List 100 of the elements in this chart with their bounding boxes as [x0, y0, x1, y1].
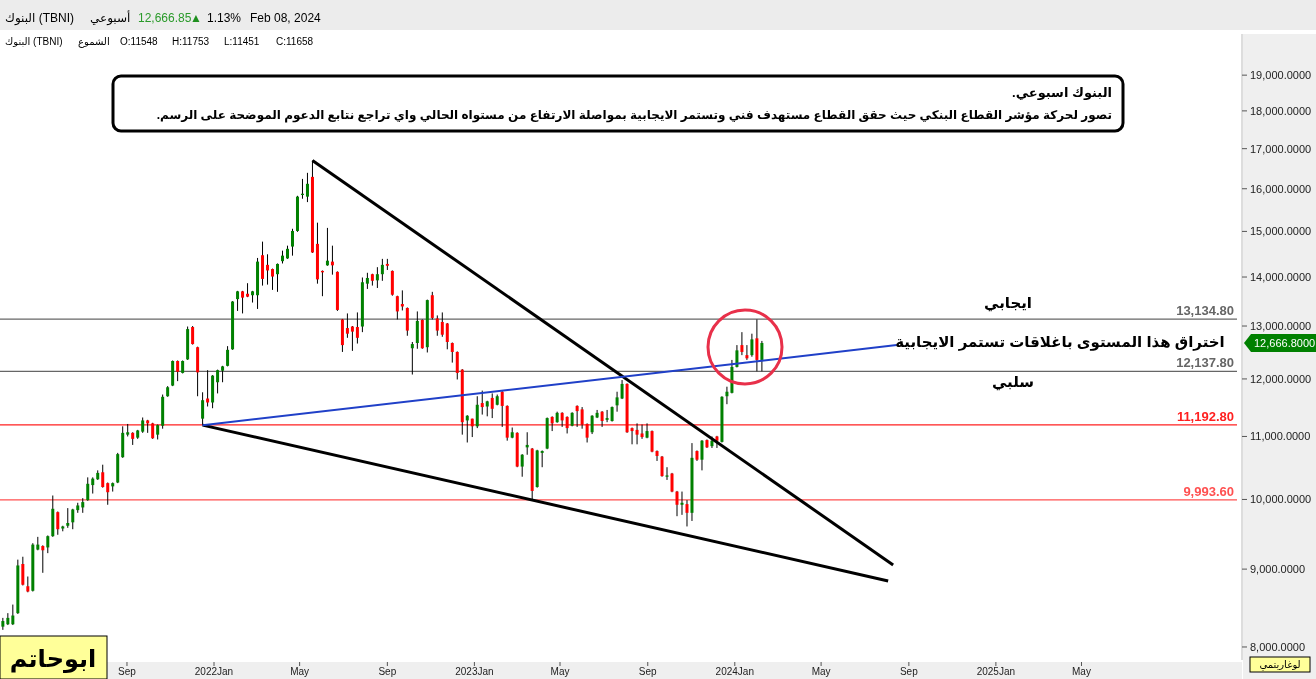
y-tick-label: 15,000.0000 — [1250, 225, 1312, 238]
annotation: الشموع — [78, 36, 110, 48]
x-tick-label: Sep — [118, 666, 137, 677]
y-tick-label: 17,000.0000 — [1250, 142, 1312, 155]
y-tick-label: 14,000.0000 — [1250, 271, 1312, 284]
annotation: L:11451 — [224, 36, 260, 47]
candlestick — [635, 422, 639, 445]
x-tick-label: 2022Jan — [194, 666, 234, 677]
candlestick — [455, 350, 459, 380]
text: البنوك (TBNI) — [5, 11, 74, 26]
y-tick-label: 11,000.0000 — [1250, 430, 1311, 443]
ref-line-label: 9,993.60 — [1183, 483, 1234, 499]
y-tick-label: 8,000.0000 — [1250, 640, 1306, 653]
candlestick — [410, 341, 414, 376]
candlestick — [745, 344, 749, 361]
x-tick-label: 2024Jan — [715, 666, 754, 677]
y-tick-label: 18,000.0000 — [1250, 104, 1312, 117]
candlestick — [405, 306, 409, 337]
candlestick — [585, 422, 589, 443]
candlestick — [380, 258, 384, 282]
annotation: اختراق هذا المستوى باغلاقات تستمر الايجابية — [895, 333, 1225, 351]
candlestick — [261, 241, 265, 287]
candlestick — [290, 228, 294, 257]
candlestick — [276, 262, 280, 293]
candlestick — [630, 427, 634, 445]
candlestick — [430, 291, 434, 320]
annotation: C:11658 — [276, 36, 314, 47]
candlestick — [740, 331, 744, 356]
x-tick-label: 2025Jan — [976, 666, 1016, 677]
y-tick-label: 13,000.0000 — [1250, 320, 1312, 333]
candlestick — [176, 359, 180, 382]
x-tick-label: Sep — [638, 666, 658, 677]
x-tick-label: 2023Jan — [455, 666, 494, 677]
candlestick — [760, 340, 764, 372]
text: لوغاريتمي — [1259, 659, 1301, 671]
candlestick — [21, 556, 25, 586]
annotation: البنوك (TBNI) — [5, 36, 63, 47]
candlestick — [475, 395, 479, 429]
candlestick — [66, 507, 70, 529]
y-tick-label: 19,000.0000 — [1250, 69, 1312, 82]
candlestick — [445, 322, 449, 350]
candlestick — [450, 341, 454, 364]
text: البنوك اسبوعي. — [1012, 85, 1112, 100]
ref-line-label: 13,134.80 — [1176, 303, 1234, 319]
x-tick-label: May — [290, 666, 310, 677]
text: 1.13% — [207, 11, 242, 25]
candlestick — [355, 311, 359, 345]
candlestick — [655, 449, 659, 462]
candlestick — [675, 490, 679, 517]
y-tick-label: 9,000.0000 — [1250, 563, 1306, 576]
candlestick — [86, 476, 90, 502]
x-tick-label: Sep — [899, 666, 919, 677]
x-tick-label: May — [550, 666, 570, 677]
candlestick — [345, 312, 349, 339]
annotation: ايجابي — [983, 294, 1033, 312]
candlestick — [645, 422, 649, 439]
candlestick — [665, 466, 669, 481]
candlestick — [106, 482, 110, 506]
candlestick — [520, 453, 524, 478]
candlestick — [685, 499, 689, 527]
x-tick-label: May — [811, 666, 831, 677]
text: Feb 08, 2024 — [250, 11, 322, 25]
text: تصور لحركة مؤشر القطاع البنكي حيث حقق القطاع مستهدف فني وتستمر الايجابية بمواصلة الارتفاع من مستواه الحالي واي تراجع نتابع الدعوم الموضحة على الرسم. — [156, 108, 1112, 123]
candlestick — [605, 409, 609, 423]
candlestick — [440, 311, 444, 338]
x-tick-label: Sep — [378, 666, 397, 677]
text: 12,666.85 — [138, 11, 192, 25]
candlestick — [750, 333, 754, 358]
candlestick — [615, 391, 619, 413]
annotation: O:11548 — [120, 36, 159, 47]
candlestick — [1, 617, 5, 631]
candlestick — [101, 464, 105, 489]
candlestick — [375, 266, 379, 289]
candlestick — [350, 325, 354, 352]
candlestick — [500, 390, 504, 428]
candlestick — [415, 310, 419, 350]
candlestick — [580, 406, 584, 430]
candlestick — [435, 314, 439, 337]
candlestick — [480, 390, 484, 416]
annotation: ابوحاتم — [9, 645, 97, 673]
candlestick — [640, 424, 644, 440]
text: أسبوعي — [90, 10, 131, 26]
y-tick-label: 12,000.0000 — [1250, 372, 1312, 385]
ref-line-label: 12,137.80 — [1176, 355, 1234, 371]
ref-line-label: 11,192.80 — [1176, 408, 1234, 424]
candlestick — [560, 411, 564, 428]
x-tick-label: May — [1072, 666, 1091, 677]
candlestick — [390, 269, 394, 297]
candlestick — [191, 325, 195, 346]
candlestick — [11, 604, 15, 626]
candlestick — [590, 414, 594, 435]
candlestick — [755, 318, 759, 372]
candlestick — [41, 544, 45, 574]
candlestick — [305, 172, 309, 203]
y-tick-label: 10,000.0000 — [1250, 493, 1312, 506]
candlestick — [660, 455, 664, 478]
y-tick-label: 16,000.0000 — [1250, 182, 1312, 195]
annotation: سلبي — [991, 373, 1035, 391]
text: ▲ — [190, 11, 202, 25]
candlestick — [700, 439, 704, 471]
